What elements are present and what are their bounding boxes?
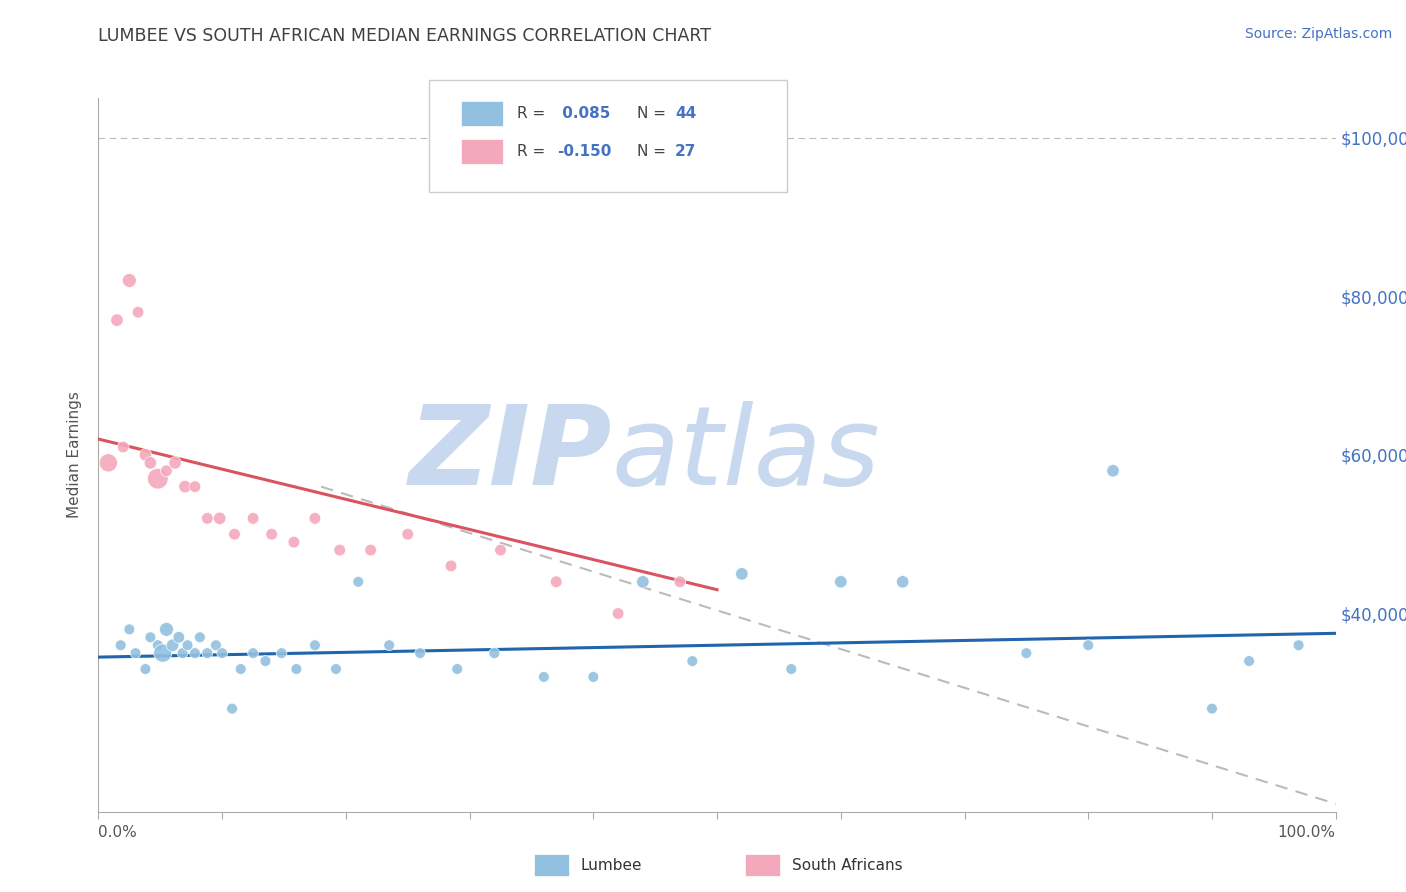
Text: 44: 44: [675, 106, 696, 120]
Point: [607, 607, 630, 621]
Point: [446, 662, 468, 676]
Text: atlas: atlas: [612, 401, 880, 508]
Y-axis label: Median Earnings: Median Earnings: [67, 392, 83, 518]
Point: [97, 456, 120, 470]
Point: [146, 472, 169, 486]
Text: -0.150: -0.150: [557, 145, 612, 159]
Text: 0.085: 0.085: [557, 106, 610, 120]
Point: [409, 646, 432, 660]
Point: [582, 670, 605, 684]
Point: [631, 574, 654, 589]
Point: [484, 646, 506, 660]
Point: [1201, 701, 1223, 715]
Point: [396, 527, 419, 541]
Point: [205, 638, 228, 652]
Point: [242, 646, 264, 660]
Point: [533, 670, 555, 684]
Point: [155, 464, 177, 478]
Point: [283, 535, 305, 549]
Point: [669, 574, 692, 589]
Point: [304, 511, 326, 525]
Point: [546, 574, 568, 589]
Point: [162, 638, 184, 652]
Point: [146, 638, 169, 652]
Point: [208, 511, 231, 525]
Point: [242, 511, 264, 525]
Point: [195, 646, 218, 660]
Point: [184, 480, 207, 494]
Point: [188, 630, 211, 644]
Point: [167, 630, 190, 644]
Point: [440, 558, 463, 573]
Point: [780, 662, 803, 676]
Point: [118, 273, 141, 287]
Point: [176, 638, 198, 652]
Point: [134, 662, 156, 676]
Text: R =: R =: [517, 106, 551, 120]
Point: [229, 662, 252, 676]
Point: [360, 543, 382, 558]
Point: [118, 623, 141, 637]
Point: [347, 574, 370, 589]
Text: 100.0%: 100.0%: [1278, 825, 1336, 840]
Point: [165, 456, 187, 470]
Point: [1077, 638, 1099, 652]
Text: N =: N =: [637, 106, 671, 120]
Point: [1015, 646, 1038, 660]
Point: [891, 574, 914, 589]
Text: South Africans: South Africans: [792, 858, 903, 872]
Text: R =: R =: [517, 145, 551, 159]
Point: [270, 646, 292, 660]
Point: [304, 638, 326, 652]
Point: [260, 527, 283, 541]
Point: [195, 511, 218, 525]
Text: 0.0%: 0.0%: [98, 825, 138, 840]
Text: Source: ZipAtlas.com: Source: ZipAtlas.com: [1244, 27, 1392, 41]
Point: [830, 574, 852, 589]
Point: [127, 305, 149, 319]
Point: [124, 646, 146, 660]
Point: [139, 456, 162, 470]
Text: ZIP: ZIP: [408, 401, 612, 508]
Point: [152, 646, 174, 660]
Point: [1288, 638, 1310, 652]
Point: [254, 654, 277, 668]
Point: [1102, 464, 1125, 478]
Point: [329, 543, 352, 558]
Point: [489, 543, 512, 558]
Point: [174, 480, 197, 494]
Point: [378, 638, 401, 652]
Point: [112, 440, 135, 454]
Text: 27: 27: [675, 145, 696, 159]
Point: [221, 701, 243, 715]
Point: [105, 313, 128, 327]
Point: [184, 646, 207, 660]
Point: [211, 646, 233, 660]
Text: LUMBEE VS SOUTH AFRICAN MEDIAN EARNINGS CORRELATION CHART: LUMBEE VS SOUTH AFRICAN MEDIAN EARNINGS …: [98, 27, 711, 45]
Point: [172, 646, 194, 660]
Text: N =: N =: [637, 145, 671, 159]
Point: [681, 654, 703, 668]
Point: [155, 623, 177, 637]
Point: [325, 662, 347, 676]
Point: [224, 527, 246, 541]
Point: [1237, 654, 1260, 668]
Point: [285, 662, 308, 676]
Point: [731, 566, 754, 581]
Text: Lumbee: Lumbee: [581, 858, 643, 872]
Point: [134, 448, 156, 462]
Point: [110, 638, 132, 652]
Point: [139, 630, 162, 644]
